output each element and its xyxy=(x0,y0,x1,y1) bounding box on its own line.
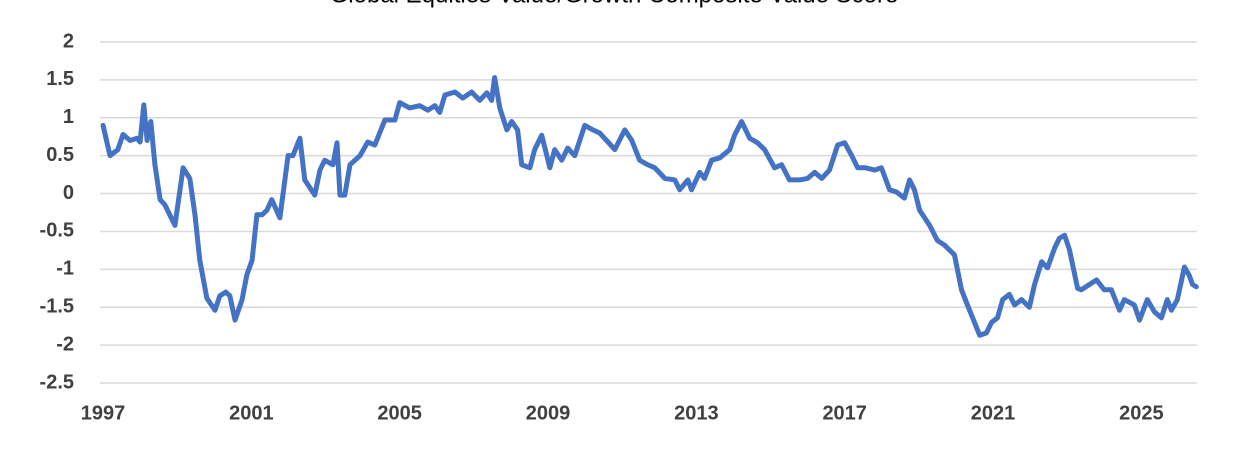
x-tick-label: 2013 xyxy=(674,402,719,424)
y-tick-label: -0.5 xyxy=(40,220,74,242)
y-tick-label: 0 xyxy=(63,182,74,204)
y-tick-label: -2 xyxy=(56,333,74,355)
x-tick-label: 2009 xyxy=(526,402,571,424)
y-tick-label: -1 xyxy=(56,258,74,280)
x-tick-label: 2001 xyxy=(229,402,274,424)
y-tick-label: 0.5 xyxy=(46,144,74,166)
y-tick-label: 1.5 xyxy=(46,68,74,90)
x-tick-label: 2021 xyxy=(971,402,1016,424)
y-tick-label: 2 xyxy=(63,30,74,52)
x-tick-label: 2017 xyxy=(822,402,867,424)
y-tick-label: 1 xyxy=(63,106,74,128)
x-tick-label: 2025 xyxy=(1119,402,1164,424)
y-tick-label: -1.5 xyxy=(40,296,74,318)
line-series xyxy=(100,75,1199,338)
chart-title: Global Equities Value/Growth Composite V… xyxy=(330,0,899,8)
y-tick-label: -2.5 xyxy=(40,371,74,393)
x-tick-label: 1997 xyxy=(81,402,126,424)
x-tick-label: 2005 xyxy=(377,402,422,424)
